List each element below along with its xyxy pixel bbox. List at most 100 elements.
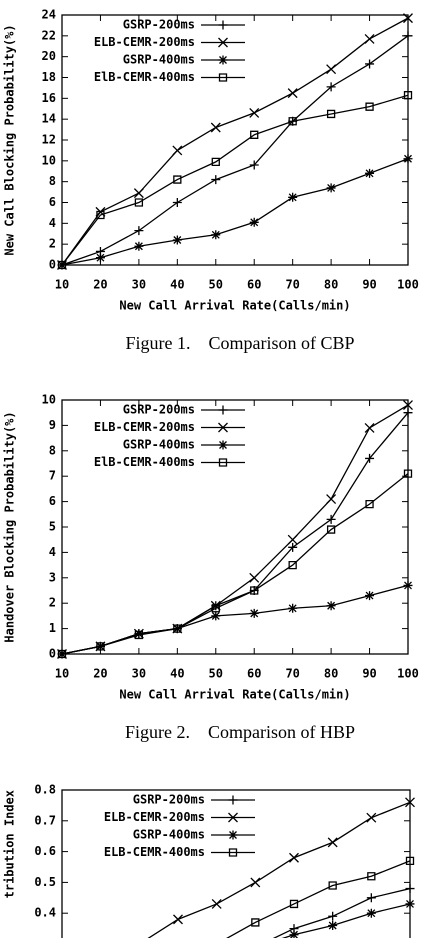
plot-frame: [61, 789, 411, 938]
legend-label: GSRP-400ms: [123, 53, 195, 67]
data-point: [403, 91, 413, 100]
legend-label: GSRP-400ms: [123, 438, 195, 452]
data-point: [173, 175, 182, 184]
figure-caption: Figure 2. Comparison of HBP: [125, 722, 355, 742]
legend-label: ELB-CEMR-200ms: [104, 810, 205, 824]
y-tick-label: 5: [49, 520, 56, 534]
data-point: [365, 499, 374, 509]
series-line: [61, 584, 409, 655]
legend-marker: [228, 812, 238, 823]
series-line: [281, 903, 411, 938]
data-point: [173, 914, 183, 925]
x-tick-label: 60: [247, 667, 261, 681]
y-tick-label: 0: [49, 258, 56, 272]
x-tick-label: 90: [362, 278, 376, 292]
series-line: [61, 17, 409, 266]
y-tick-label: 0.7: [34, 813, 56, 827]
data-point: [251, 918, 260, 927]
y-tick-label: 7: [49, 469, 56, 483]
y-axis-label: tribution Index: [3, 790, 17, 898]
data-point: [326, 601, 336, 611]
legend-marker: [218, 73, 228, 82]
legend-marker: [218, 440, 228, 450]
legend-label: GSRP-400ms: [133, 828, 205, 842]
data-point: [287, 88, 298, 99]
x-tick-label: 50: [209, 278, 223, 292]
data-point: [405, 797, 415, 808]
y-tick-label: 20: [42, 49, 56, 63]
y-tick-label: 0.5: [34, 875, 56, 889]
data-point: [403, 408, 413, 418]
data-point: [328, 921, 338, 931]
legend-label: ElB-CEMR-400ms: [94, 455, 195, 469]
data-point: [134, 241, 144, 251]
data-point: [172, 235, 182, 245]
y-tick-label: 3: [49, 570, 56, 584]
x-axis-label: New Call Arrival Rate(Calls/min): [119, 299, 350, 313]
legend-marker: [218, 55, 228, 65]
data-point: [327, 837, 338, 848]
data-point: [249, 572, 260, 583]
data-point: [405, 899, 415, 909]
x-tick-label: 80: [324, 667, 338, 681]
plot-frame: [61, 14, 409, 266]
data-point: [403, 469, 413, 478]
data-point: [328, 911, 338, 921]
y-tick-label: 8: [49, 443, 56, 457]
data-point: [364, 422, 375, 433]
data-point: [96, 210, 105, 220]
x-tick-label: 40: [170, 278, 184, 292]
y-tick-label: 10: [42, 153, 56, 167]
data-point: [289, 852, 299, 863]
data-point: [288, 542, 298, 552]
data-point: [249, 608, 259, 618]
data-point: [57, 649, 67, 659]
x-tick-label: 30: [132, 667, 146, 681]
x-tick-label: 10: [55, 278, 69, 292]
x-tick-label: 20: [93, 278, 107, 292]
y-tick-label: 1: [49, 621, 56, 635]
y-tick-label: 2: [49, 596, 56, 610]
y-tick-label: 22: [42, 28, 56, 42]
series-line: [61, 473, 409, 655]
data-point: [366, 908, 376, 918]
y-tick-label: 6: [49, 494, 56, 508]
y-tick-label: 9: [49, 418, 56, 432]
x-tick-label: 20: [93, 667, 107, 681]
data-point: [172, 145, 183, 156]
x-tick-label: 80: [324, 278, 338, 292]
data-point: [403, 580, 413, 590]
data-point: [326, 183, 336, 193]
data-point: [288, 192, 298, 202]
y-tick-label: 24: [42, 8, 56, 22]
data-point: [95, 253, 105, 263]
data-point: [96, 642, 105, 651]
y-tick-label: 16: [42, 91, 56, 105]
data-point: [289, 899, 299, 909]
data-point: [211, 175, 221, 185]
data-point: [250, 586, 259, 595]
series-line: [147, 801, 411, 938]
y-tick-label: 10: [42, 393, 56, 407]
data-point: [328, 881, 337, 890]
series-line: [61, 94, 409, 266]
data-point: [403, 31, 413, 41]
y-tick-label: 4: [49, 545, 56, 559]
y-tick-label: 12: [42, 133, 56, 147]
data-point: [326, 494, 337, 505]
data-point: [211, 604, 220, 613]
series-line: [61, 158, 409, 266]
y-tick-label: 4: [49, 216, 56, 230]
legend-marker: [218, 405, 228, 415]
y-tick-label: 8: [49, 174, 56, 188]
data-point: [288, 560, 297, 570]
series-line: [61, 35, 409, 266]
data-point: [326, 514, 336, 524]
data-point: [405, 856, 415, 865]
data-point: [210, 122, 221, 133]
data-point: [365, 102, 374, 111]
data-point: [403, 154, 413, 164]
data-point: [211, 899, 222, 909]
data-point: [366, 893, 376, 903]
y-tick-label: 0: [49, 647, 56, 661]
